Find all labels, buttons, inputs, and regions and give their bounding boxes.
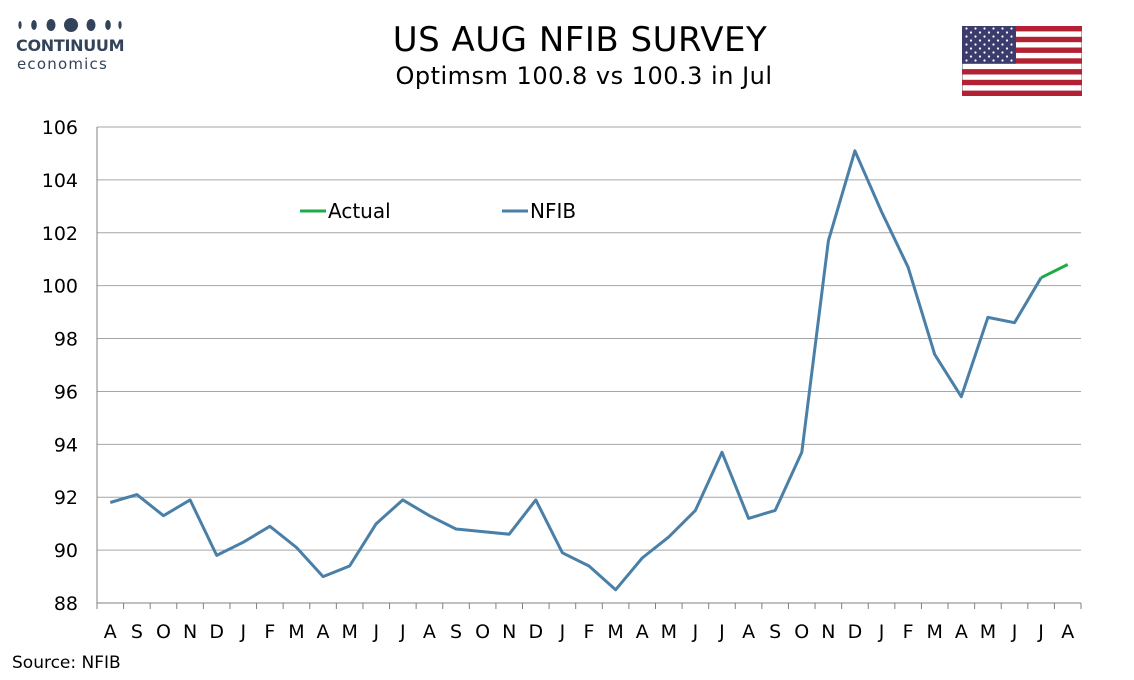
y-tick-label: 88 <box>54 593 78 615</box>
x-tick-label: A <box>1061 621 1074 643</box>
series-lines <box>109 149 1069 592</box>
legend: Actual NFIB <box>300 199 576 223</box>
x-tick-label: J <box>239 621 246 643</box>
logo-dots-icon <box>18 18 122 32</box>
x-tick-label: J <box>692 621 699 643</box>
x-tick-label: A <box>636 621 649 643</box>
gridlines <box>97 126 1081 604</box>
x-tick-label: M <box>927 621 943 643</box>
x-tick-label: A <box>423 621 436 643</box>
y-tick-label: 98 <box>54 329 78 351</box>
x-tick-label: D <box>848 621 863 643</box>
y-tick-label: 100 <box>42 276 78 298</box>
legend-label-actual: Actual <box>328 199 391 223</box>
y-tick-label: 90 <box>54 540 78 562</box>
x-tick-label: S <box>769 621 781 643</box>
y-tick-label: 96 <box>54 381 78 403</box>
x-tick-label: D <box>209 621 224 643</box>
x-tick-label: M <box>288 621 304 643</box>
x-tick-label: J <box>878 621 885 643</box>
chart-subtitle: Optimsm 100.8 vs 100.3 in Jul <box>395 62 773 90</box>
x-tick-label: M <box>980 621 996 643</box>
x-tick-label: J <box>1011 621 1018 643</box>
x-tick-label: J <box>372 621 379 643</box>
x-tick-label: J <box>718 621 725 643</box>
logo: CONTINUUM economics <box>12 14 142 73</box>
x-tick-label: M <box>607 621 623 643</box>
x-tick-label: A <box>742 621 755 643</box>
x-tick-label: N <box>821 621 835 643</box>
y-tick-label: 94 <box>54 434 78 456</box>
x-tick-label: N <box>502 621 516 643</box>
us-flag-icon <box>962 26 1082 96</box>
x-tick-label: F <box>903 621 914 643</box>
x-tick-label: M <box>661 621 677 643</box>
y-tick-label: 106 <box>42 117 78 139</box>
logo-name: CONTINUUM <box>16 36 125 55</box>
series-line-nfib <box>109 149 1043 592</box>
y-axis-tick-labels: 88 90 92 94 96 98 100 102 104 106 <box>42 117 78 615</box>
chart-title: US AUG NFIB SURVEY <box>392 20 768 60</box>
x-tick-label: S <box>131 621 143 643</box>
series-line-actual <box>1040 263 1069 280</box>
x-tick-label: O <box>794 621 809 643</box>
x-tick-label: O <box>475 621 490 643</box>
x-tick-label: F <box>584 621 595 643</box>
axes <box>96 127 1082 609</box>
source-note: Source: NFIB <box>12 653 121 673</box>
x-tick-label: D <box>528 621 543 643</box>
x-tick-label: A <box>317 621 330 643</box>
x-tick-label: A <box>955 621 968 643</box>
x-tick-label: N <box>183 621 197 643</box>
x-tick-label: F <box>264 621 275 643</box>
x-tick-label: A <box>104 621 117 643</box>
x-tick-label: S <box>450 621 462 643</box>
x-tick-label: J <box>559 621 566 643</box>
x-tick-label: J <box>1037 621 1044 643</box>
x-tick-label: J <box>399 621 406 643</box>
x-tick-label: M <box>341 621 357 643</box>
y-tick-label: 102 <box>42 223 78 245</box>
y-tick-label: 92 <box>54 487 78 509</box>
y-tick-label: 104 <box>42 170 78 192</box>
logo-subtitle: economics <box>17 55 108 73</box>
legend-label-nfib: NFIB <box>530 199 576 223</box>
x-tick-label: O <box>156 621 171 643</box>
